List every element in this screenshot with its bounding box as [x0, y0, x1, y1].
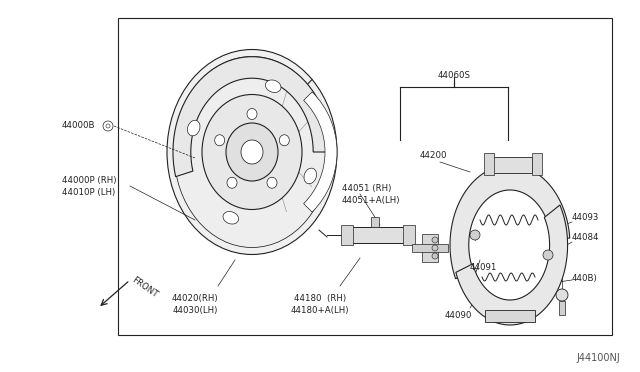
- Text: 44091: 44091: [470, 263, 497, 273]
- Text: 44010P (LH): 44010P (LH): [62, 187, 115, 196]
- Bar: [371, 217, 379, 227]
- Text: 44000B: 44000B: [62, 122, 95, 131]
- Text: 44093: 44093: [572, 214, 600, 222]
- Text: 44084: 44084: [572, 234, 600, 243]
- Ellipse shape: [223, 212, 239, 224]
- Text: 44180+A(LH): 44180+A(LH): [291, 305, 349, 314]
- Bar: [559, 301, 565, 315]
- Ellipse shape: [279, 135, 289, 146]
- Ellipse shape: [214, 135, 225, 146]
- Bar: [403, 225, 415, 245]
- Text: 44000P (RH): 44000P (RH): [62, 176, 116, 185]
- Circle shape: [432, 245, 438, 251]
- Bar: [118, 18, 612, 335]
- Bar: [484, 153, 494, 175]
- Ellipse shape: [266, 80, 281, 93]
- Text: J44100NJ: J44100NJ: [576, 353, 620, 363]
- Text: 44020(RH): 44020(RH): [172, 294, 218, 302]
- Ellipse shape: [304, 168, 317, 184]
- Circle shape: [543, 250, 553, 260]
- Ellipse shape: [188, 120, 200, 136]
- Ellipse shape: [167, 49, 337, 254]
- Ellipse shape: [267, 177, 277, 188]
- Bar: [488, 157, 532, 173]
- Text: FRONT: FRONT: [130, 275, 159, 299]
- Text: 44030(LH): 44030(LH): [172, 305, 218, 314]
- Text: 44200: 44200: [420, 151, 447, 160]
- Ellipse shape: [241, 140, 263, 164]
- Polygon shape: [456, 205, 568, 325]
- Text: 44060S: 44060S: [438, 71, 470, 80]
- Circle shape: [470, 230, 480, 240]
- Wedge shape: [303, 92, 337, 212]
- Ellipse shape: [202, 94, 302, 209]
- Text: 44051+A(LH): 44051+A(LH): [342, 196, 401, 205]
- Ellipse shape: [174, 57, 330, 247]
- Bar: [485, 310, 535, 322]
- Circle shape: [556, 289, 568, 301]
- Text: 44180  (RH): 44180 (RH): [294, 294, 346, 302]
- Circle shape: [432, 253, 438, 259]
- Bar: [341, 225, 353, 245]
- Polygon shape: [450, 165, 570, 279]
- Text: 44090: 44090: [444, 311, 472, 321]
- Ellipse shape: [226, 123, 278, 181]
- Text: 440B): 440B): [572, 273, 598, 282]
- Ellipse shape: [247, 109, 257, 119]
- Bar: [422, 234, 438, 262]
- Bar: [345, 227, 405, 243]
- Text: 44051 (RH): 44051 (RH): [342, 183, 392, 192]
- Circle shape: [432, 237, 438, 243]
- Bar: [412, 244, 448, 252]
- Ellipse shape: [227, 177, 237, 188]
- Bar: [532, 153, 542, 175]
- Polygon shape: [173, 57, 331, 177]
